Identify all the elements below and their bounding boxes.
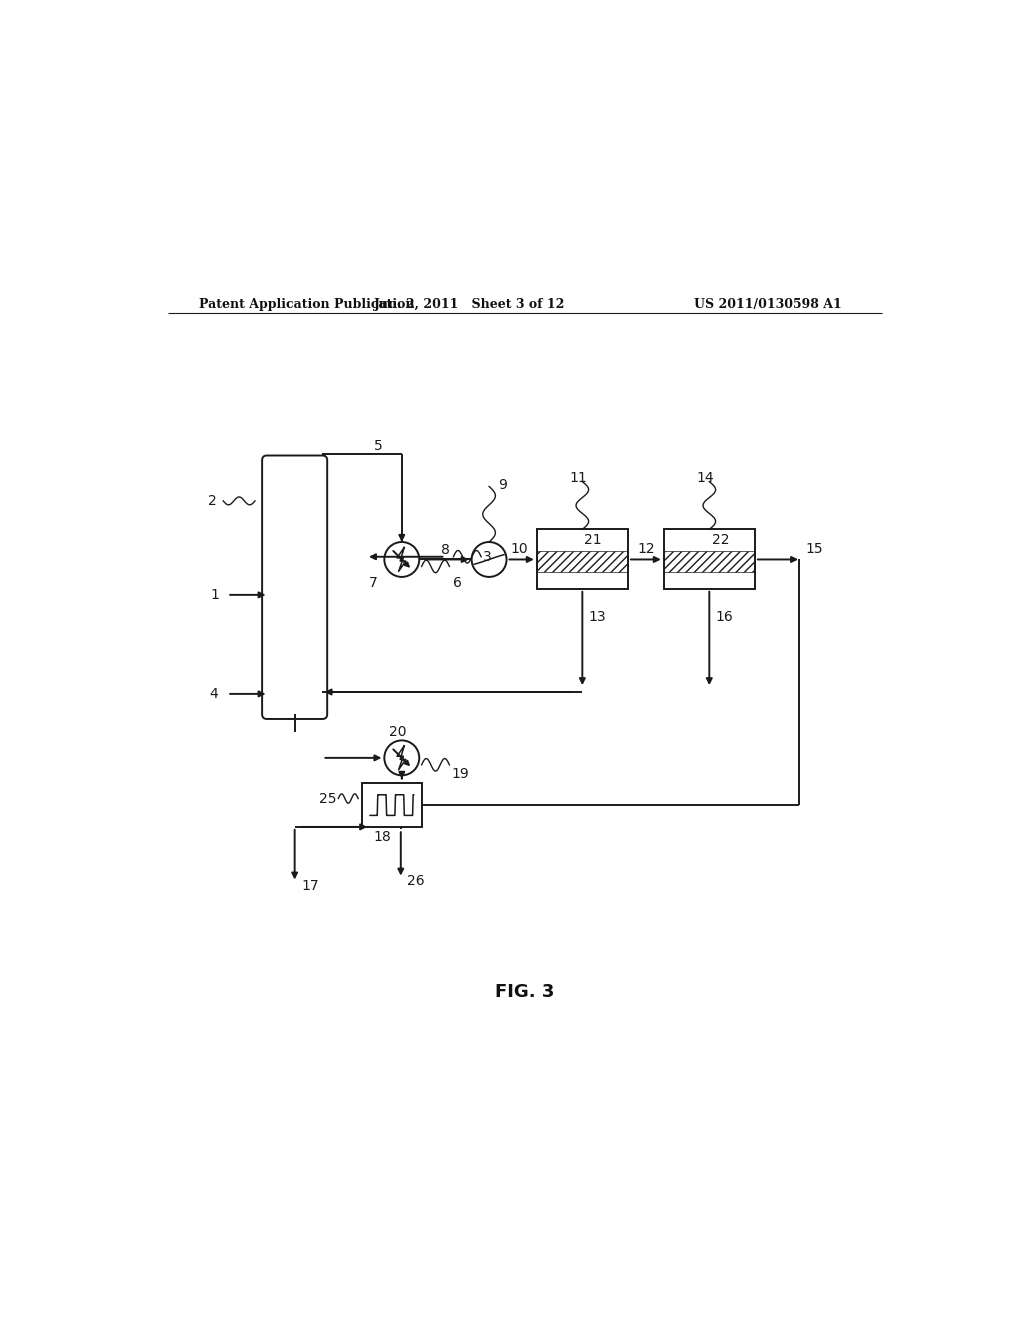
Text: 26: 26 <box>408 874 425 888</box>
Text: 21: 21 <box>585 533 602 546</box>
Text: Patent Application Publication: Patent Application Publication <box>200 298 415 312</box>
Text: 15: 15 <box>805 543 822 556</box>
Text: 12: 12 <box>637 543 654 556</box>
Text: 3: 3 <box>482 549 492 564</box>
Text: 6: 6 <box>453 577 462 590</box>
Text: 19: 19 <box>451 767 469 780</box>
Text: US 2011/0130598 A1: US 2011/0130598 A1 <box>694 298 842 312</box>
Text: 9: 9 <box>499 478 508 492</box>
Text: 11: 11 <box>569 471 587 484</box>
Text: 25: 25 <box>319 792 337 805</box>
Text: 1: 1 <box>210 587 219 602</box>
Bar <box>537 552 628 572</box>
FancyBboxPatch shape <box>262 455 328 719</box>
Bar <box>664 552 755 572</box>
Text: Jun. 2, 2011   Sheet 3 of 12: Jun. 2, 2011 Sheet 3 of 12 <box>374 298 565 312</box>
Text: 7: 7 <box>370 577 378 590</box>
Text: 13: 13 <box>589 610 606 623</box>
Bar <box>537 529 628 589</box>
Text: 20: 20 <box>389 726 407 739</box>
Text: 10: 10 <box>511 543 528 556</box>
Text: 4: 4 <box>209 686 218 701</box>
Bar <box>362 783 422 826</box>
Text: 22: 22 <box>712 533 729 546</box>
Text: 8: 8 <box>441 543 450 557</box>
Text: 14: 14 <box>696 471 714 484</box>
Text: 18: 18 <box>373 830 391 845</box>
Bar <box>664 529 755 589</box>
Text: 5: 5 <box>374 440 383 453</box>
Text: 17: 17 <box>301 879 318 894</box>
Text: 2: 2 <box>208 494 217 508</box>
Text: 16: 16 <box>716 610 733 623</box>
Text: FIG. 3: FIG. 3 <box>496 983 554 1001</box>
